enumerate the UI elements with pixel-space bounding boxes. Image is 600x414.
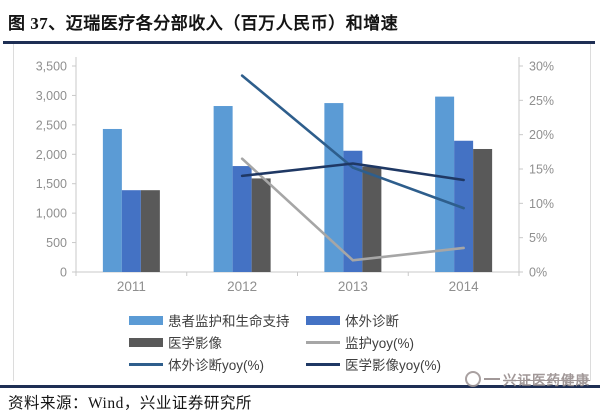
bar-0-year-3 [435,96,455,272]
figure-title: 图 37、迈瑞医疗各分部收入（百万人民币）和增速 [8,14,399,33]
right-axis-tick-label: 10% [529,197,554,211]
legend-item-ivd: 体外诊断 [306,310,399,330]
right-axis-tick-label: 0% [529,266,547,280]
watermark-text: 兴证医药健康 [503,373,590,388]
bar-1-year-1 [232,166,252,272]
bar-1-year-2 [343,150,363,272]
legend-swatch-imaging-yoy [306,362,340,366]
bar-0-year-2 [324,103,344,272]
brand-watermark: 兴证医药健康 [465,369,590,389]
right-axis-tick-label: 25% [529,94,554,108]
legend-swatch-ivd-yoy [129,362,163,366]
bar-2-year-2 [362,166,382,272]
left-axis-tick-label: 3,000 [36,89,67,103]
bar-2-year-1 [251,178,271,272]
left-axis-tick-label: 3,500 [36,60,67,74]
left-axis-tick-label: 1,500 [36,177,67,191]
category-label: 2012 [227,279,257,294]
footer-divider-rule [0,385,600,388]
watermark-dash [484,378,500,380]
legend-swatch-medical-imaging [129,337,163,347]
legend-item-monitoring-yoy: 监护yoy(%) [306,332,414,352]
right-axis-tick-label: 20% [529,128,554,142]
left-axis-tick-label: 1,000 [36,207,67,221]
legend-label: 医学影像yoy(%) [345,358,442,373]
header-divider-rule [3,41,595,44]
bar-0-year-0 [102,128,122,272]
legend-swatch-monitoring-yoy [306,340,340,344]
revenue-growth-combo-chart: 3,500 3,000 2,500 2,000 1,500 1,000 500 0 30% 25%… [36,57,554,294]
bar-1-year-0 [121,190,141,272]
growth-line-1 [240,74,465,210]
legend-label: 体外诊断 [345,314,399,329]
category-label: 2014 [449,279,480,294]
legend-label: 医学影像 [168,336,222,351]
bar-2-year-3 [473,148,493,272]
left-axis-tick-label: 0 [60,266,67,280]
legend-label: 体外诊断yoy(%) [168,358,265,373]
legend-item-medical-imaging: 医学影像 [129,332,222,352]
data-source-note: 资料来源：Wind，兴业证券研究所 [8,395,252,412]
left-axis-tick-label: 500 [46,236,67,250]
category-label: 2013 [338,279,368,294]
left-axis-tick-label: 2,000 [36,148,67,162]
left-axis-tick-label: 2,500 [36,118,67,132]
legend-label: 患者监护和生命支持 [168,314,290,329]
growth-line-2 [240,162,465,182]
legend-item-ivd-yoy: 体外诊断yoy(%) [129,354,264,374]
category-label: 2011 [117,279,146,294]
growth-line-0 [240,157,465,262]
right-axis-tick-label: 15% [529,163,554,177]
bar-2-year-0 [140,190,160,272]
right-axis-tick-label: 30% [529,60,554,74]
bar-0-year-1 [213,106,233,272]
bar-1-year-3 [454,140,474,272]
right-axis-tick-label: 5% [529,231,547,245]
legend-item-imaging-yoy: 医学影像yoy(%) [306,354,441,374]
watermark-logo-icon [465,371,481,387]
legend-label: 监护yoy(%) [345,336,415,351]
legend-swatch-ivd [306,315,340,325]
chart-area: 3,500 3,000 2,500 2,000 1,500 1,000 500 0 30% 25%… [13,44,591,381]
legend-item-patient-monitoring: 患者监护和生命支持 [129,310,290,330]
legend-swatch-patient-monitoring [129,315,163,325]
